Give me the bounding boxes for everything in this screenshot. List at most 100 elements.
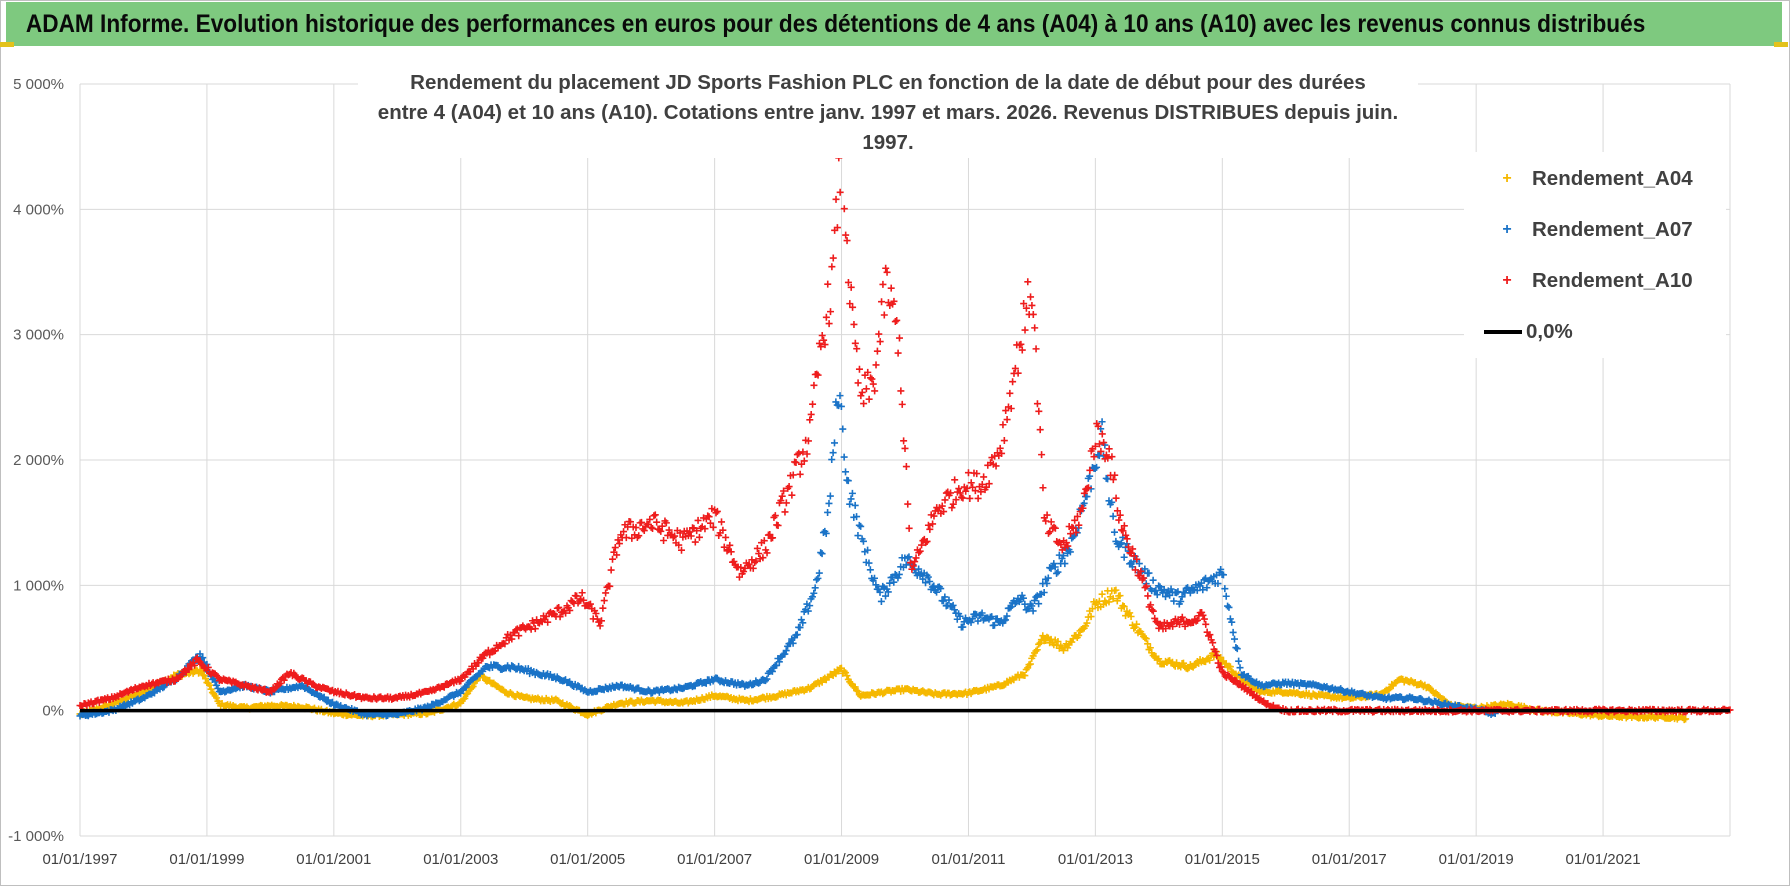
- point-Rendement_A10: [806, 416, 814, 424]
- point-Rendement_A10: [1124, 543, 1132, 551]
- point-Rendement_A10: [609, 555, 617, 563]
- point-Rendement_A10: [650, 512, 658, 520]
- point-Rendement_A10: [531, 625, 539, 633]
- point-Rendement_A04: [854, 687, 862, 695]
- point-Rendement_A10: [951, 476, 959, 484]
- point-Rendement_A10: [1020, 300, 1028, 308]
- point-Rendement_A10: [1009, 378, 1017, 386]
- point-Rendement_A10: [276, 680, 284, 688]
- point-Rendement_A10: [1202, 620, 1210, 628]
- point-Rendement_A10: [895, 334, 903, 342]
- point-Rendement_A04: [1113, 597, 1121, 605]
- legend-label-a10: Rendement_A10: [1532, 269, 1693, 292]
- point-Rendement_A07: [959, 623, 967, 631]
- point-Rendement_A10: [678, 546, 686, 554]
- point-Rendement_A10: [883, 268, 891, 276]
- point-Rendement_A07: [1120, 553, 1128, 561]
- point-Rendement_A07: [815, 569, 823, 577]
- point-Rendement_A07: [1003, 612, 1011, 620]
- point-Rendement_A04: [207, 685, 215, 693]
- point-Rendement_A10: [1003, 416, 1011, 424]
- point-Rendement_A10: [556, 613, 564, 621]
- point-Rendement_A07: [1091, 464, 1099, 472]
- point-Rendement_A04: [1120, 603, 1128, 611]
- point-Rendement_A07: [1156, 583, 1164, 591]
- point-Rendement_A04: [1153, 656, 1161, 664]
- point-Rendement_A07: [749, 681, 757, 689]
- point-Rendement_A10: [860, 400, 868, 408]
- point-Rendement_A07: [213, 681, 221, 689]
- point-Rendement_A07: [854, 532, 862, 540]
- point-Rendement_A07: [806, 602, 814, 610]
- point-Rendement_A07: [939, 597, 947, 605]
- point-Rendement_A10: [580, 596, 588, 604]
- x-tick-label: 01/01/2015: [1185, 851, 1260, 868]
- point-Rendement_A10: [846, 300, 854, 308]
- point-Rendement_A10: [828, 263, 836, 271]
- point-Rendement_A10: [709, 523, 717, 531]
- point-Rendement_A07: [1145, 569, 1153, 577]
- point-Rendement_A10: [1220, 669, 1228, 677]
- point-Rendement_A07: [1228, 618, 1236, 626]
- point-Rendement_A10: [998, 449, 1006, 457]
- point-Rendement_A04: [1021, 672, 1029, 680]
- point-Rendement_A10: [755, 550, 763, 558]
- point-Rendement_A04: [1184, 665, 1192, 673]
- point-Rendement_A07: [1035, 600, 1043, 608]
- point-Rendement_A10: [1112, 494, 1120, 502]
- point-Rendement_A10: [727, 548, 735, 556]
- point-Rendement_A07: [1043, 579, 1051, 587]
- point-Rendement_A10: [955, 485, 963, 493]
- point-Rendement_A10: [778, 492, 786, 500]
- point-Rendement_A10: [829, 254, 837, 262]
- point-Rendement_A10: [660, 537, 668, 545]
- point-Rendement_A10: [1042, 517, 1050, 525]
- point-Rendement_A07: [1007, 603, 1015, 611]
- point-Rendement_A10: [204, 663, 212, 671]
- point-Rendement_A10: [640, 527, 648, 535]
- point-Rendement_A10: [722, 533, 730, 541]
- point-Rendement_A10: [1067, 530, 1075, 538]
- point-Rendement_A04: [1026, 660, 1034, 668]
- point-Rendement_A10: [280, 676, 288, 684]
- point-Rendement_A10: [718, 518, 726, 526]
- point-Rendement_A10: [894, 349, 902, 357]
- point-Rendement_A10: [1109, 476, 1117, 484]
- point-Rendement_A10: [1039, 484, 1047, 492]
- point-Rendement_A10: [827, 308, 835, 316]
- point-Rendement_A10: [882, 264, 890, 272]
- point-Rendement_A10: [1073, 512, 1081, 520]
- point-Rendement_A10: [840, 205, 848, 213]
- point-Rendement_A10: [1079, 504, 1087, 512]
- point-Rendement_A10: [637, 518, 645, 526]
- point-Rendement_A10: [973, 470, 981, 478]
- point-Rendement_A10: [457, 677, 465, 685]
- point-Rendement_A10: [544, 618, 552, 626]
- point-Rendement_A10: [1116, 511, 1124, 519]
- point-Rendement_A04: [469, 682, 477, 690]
- point-Rendement_A04: [1126, 609, 1134, 617]
- point-Rendement_A07: [988, 613, 996, 621]
- point-Rendement_A04: [851, 683, 859, 691]
- point-Rendement_A07: [1029, 607, 1037, 615]
- point-Rendement_A10: [1169, 622, 1177, 630]
- point-Rendement_A10: [1096, 440, 1104, 448]
- point-Rendement_A10: [781, 508, 789, 516]
- point-Rendement_A10: [1035, 407, 1043, 415]
- point-Rendement_A10: [952, 496, 960, 504]
- point-Rendement_A10: [868, 375, 876, 383]
- point-Rendement_A10: [774, 521, 782, 529]
- point-Rendement_A07: [782, 647, 790, 655]
- point-Rendement_A07: [1141, 565, 1149, 573]
- point-Rendement_A10: [569, 598, 577, 606]
- point-Rendement_A07: [1173, 589, 1181, 597]
- x-tick-label: 01/01/2013: [1058, 851, 1133, 868]
- point-Rendement_A10: [1000, 437, 1008, 445]
- point-Rendement_A07: [866, 566, 874, 574]
- y-axis-ticks: -1 000% 0% 1 000% 2 000% 3 000% 4 000% 5 000%: [8, 76, 64, 845]
- point-Rendement_A07: [1006, 604, 1014, 612]
- point-Rendement_A10: [191, 661, 199, 669]
- x-tick-label: 01/01/2007: [677, 851, 752, 868]
- point-Rendement_A10: [566, 606, 574, 614]
- point-Rendement_A07: [796, 624, 804, 632]
